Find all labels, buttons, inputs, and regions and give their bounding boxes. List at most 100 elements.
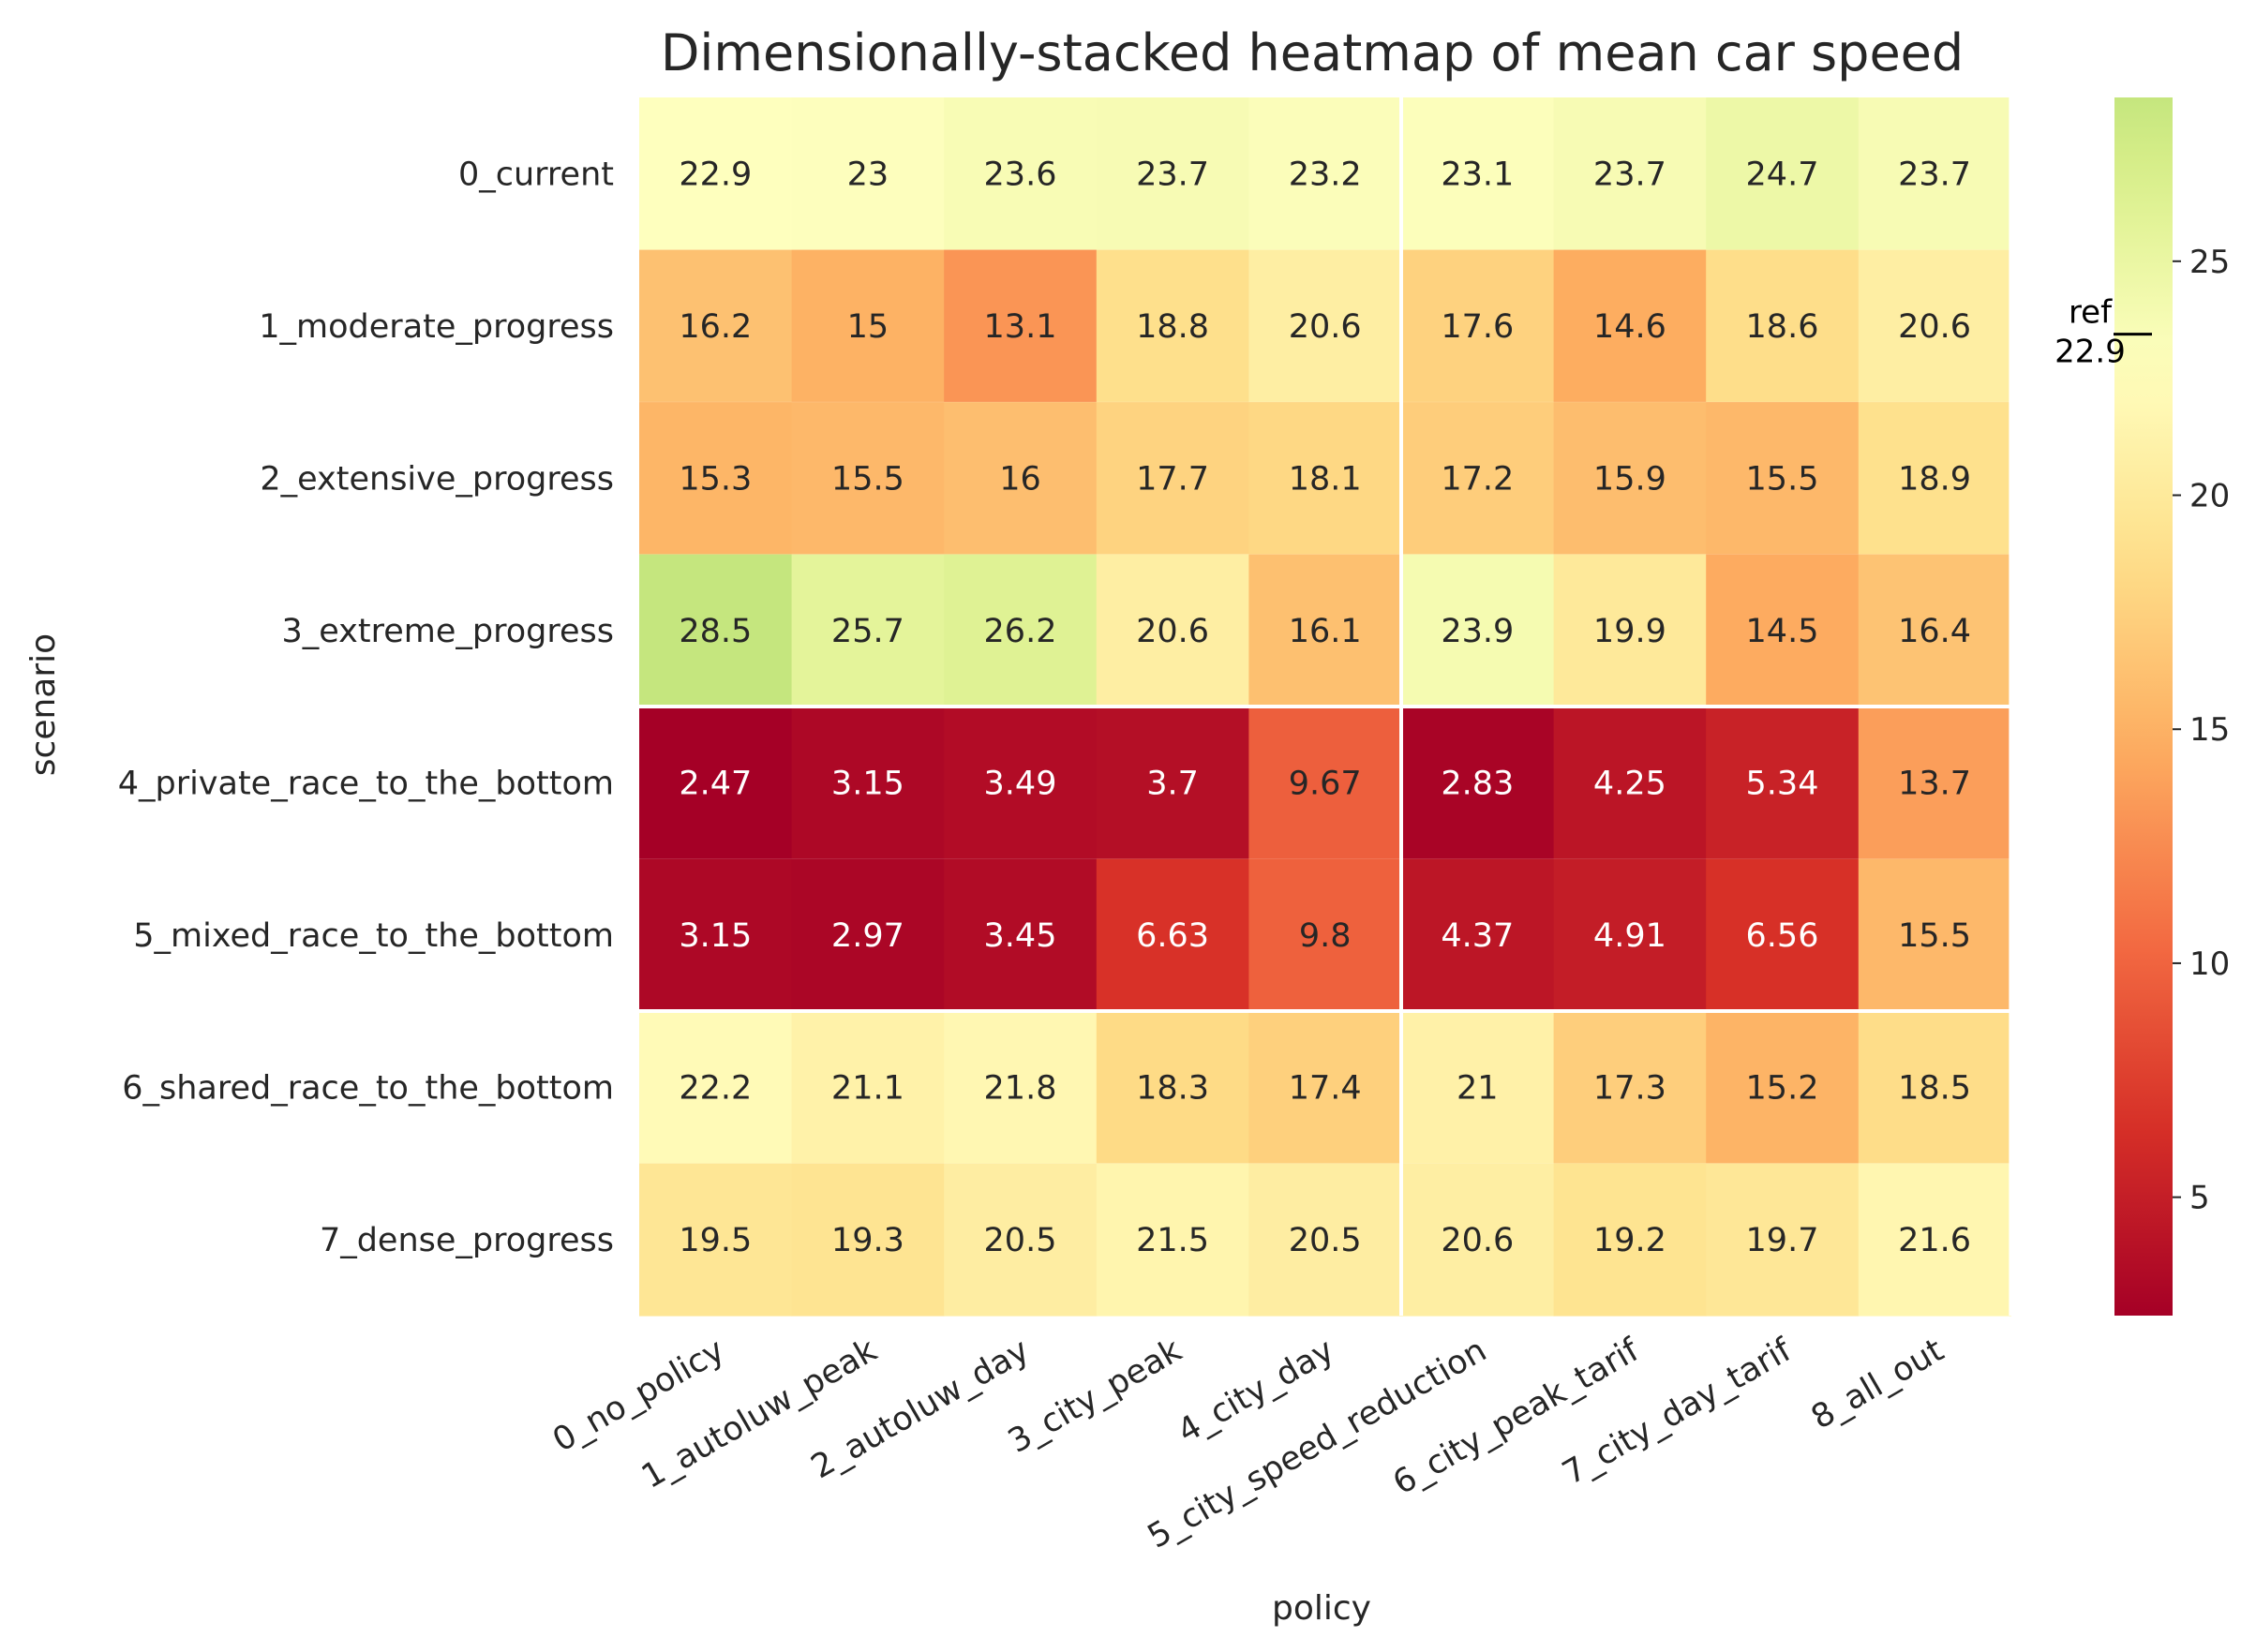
heatmap-cell bbox=[1096, 1011, 1249, 1165]
cell-value-label: 23.1 bbox=[1441, 156, 1514, 193]
cell-value-label: 17.4 bbox=[1289, 1069, 1362, 1107]
cell-value-label: 26.2 bbox=[984, 613, 1057, 650]
heatmap-cell bbox=[1706, 1163, 1860, 1317]
heatmap-cell bbox=[1553, 1163, 1707, 1317]
colorbar-tick-label: 25 bbox=[2189, 244, 2230, 281]
cell-value-label: 19.3 bbox=[831, 1222, 904, 1259]
cell-value-label: 23.6 bbox=[984, 156, 1057, 193]
cell-value-label: 15.3 bbox=[679, 460, 752, 498]
x-tick-label: 3_city_peak bbox=[1002, 1332, 1188, 1461]
heatmap-cell bbox=[944, 249, 1098, 403]
cell-value-label: 17.6 bbox=[1441, 308, 1514, 346]
heatmap-cell bbox=[1401, 858, 1555, 1012]
cell-value-label: 19.2 bbox=[1593, 1222, 1666, 1259]
cell-value-label: 21.5 bbox=[1136, 1222, 1209, 1259]
heatmap-cell bbox=[1858, 858, 2011, 1012]
y-tick-label: 2_extensive_progress bbox=[260, 460, 614, 498]
heatmap-cell bbox=[944, 1163, 1098, 1317]
cell-value-label: 18.6 bbox=[1746, 308, 1819, 346]
heatmap-cell bbox=[1706, 707, 1860, 860]
cell-value-label: 16 bbox=[999, 460, 1041, 498]
y-axis-label: scenario bbox=[24, 633, 63, 776]
cell-value-label: 15.2 bbox=[1746, 1069, 1819, 1107]
cell-value-label: 22.9 bbox=[679, 156, 752, 193]
heatmap-cell bbox=[639, 402, 793, 556]
cell-value-label: 9.8 bbox=[1299, 917, 1352, 955]
cell-value-label: 15.5 bbox=[1898, 917, 1971, 955]
heatmap-cell bbox=[1248, 858, 1402, 1012]
heatmap-cell bbox=[1248, 554, 1402, 707]
heatmap-cell bbox=[944, 858, 1098, 1012]
cell-value-label: 14.5 bbox=[1746, 613, 1819, 650]
heatmap-cell bbox=[1858, 97, 2011, 251]
heatmap-cell bbox=[1706, 858, 1860, 1012]
heatmap-cell bbox=[1248, 97, 1402, 251]
heatmap-cell bbox=[791, 249, 945, 403]
reference-label: ref bbox=[2069, 294, 2113, 332]
cell-value-label: 15.9 bbox=[1593, 460, 1666, 498]
cell-value-label: 23.9 bbox=[1441, 613, 1514, 650]
x-tick-labels: 0_no_policy1_autoluw_peak2_autoluw_day3_… bbox=[546, 1332, 1950, 1556]
heatmap-cell bbox=[1096, 249, 1249, 403]
cell-value-label: 18.1 bbox=[1289, 460, 1362, 498]
heatmap-cell bbox=[1553, 554, 1707, 707]
cell-value-label: 2.47 bbox=[679, 765, 752, 802]
cell-value-label: 23.7 bbox=[1593, 156, 1666, 193]
heatmap-cell bbox=[791, 97, 945, 251]
heatmap-cell bbox=[944, 554, 1098, 707]
heatmap-cell bbox=[639, 249, 793, 403]
heatmap-cell bbox=[1096, 554, 1249, 707]
y-tick-label: 7_dense_progress bbox=[320, 1222, 614, 1259]
cell-value-label: 3.15 bbox=[831, 765, 904, 802]
cell-value-label: 4.25 bbox=[1593, 765, 1666, 802]
cell-value-label: 19.9 bbox=[1593, 613, 1666, 650]
cell-value-label: 21.6 bbox=[1898, 1222, 1971, 1259]
cell-value-label: 23 bbox=[847, 156, 889, 193]
heatmap-cell bbox=[1096, 858, 1249, 1012]
y-tick-label: 0_current bbox=[458, 156, 614, 193]
cell-value-label: 3.15 bbox=[679, 917, 752, 955]
cell-value-label: 5.34 bbox=[1746, 765, 1819, 802]
cell-value-label: 19.5 bbox=[679, 1222, 752, 1259]
reference-value-label: 22.9 bbox=[2054, 334, 2126, 371]
heatmap-cell bbox=[639, 1011, 793, 1165]
cell-value-label: 23.7 bbox=[1136, 156, 1209, 193]
cell-value-label: 13.1 bbox=[984, 308, 1057, 346]
cell-value-label: 9.67 bbox=[1289, 765, 1362, 802]
heatmap-cell bbox=[791, 1163, 945, 1317]
cell-value-label: 17.3 bbox=[1593, 1069, 1666, 1107]
chart-title: Dimensionally-stacked heatmap of mean ca… bbox=[661, 23, 1964, 82]
heatmap-cell bbox=[1401, 1163, 1555, 1317]
x-tick-label: 6_city_peak_tarif bbox=[1387, 1332, 1646, 1503]
heatmap-cell bbox=[1096, 402, 1249, 556]
cell-value-label: 25.7 bbox=[831, 613, 904, 650]
y-tick-label: 5_mixed_race_to_the_bottom bbox=[133, 917, 614, 955]
heatmap-cell bbox=[1706, 249, 1860, 403]
heatmap-cell-labels: 22.9 23 23.6 23.7 23.2 23.1 23.7 24.7 23.7 16.2 15… bbox=[679, 156, 1971, 1259]
colorbar-tick-label: 15 bbox=[2189, 711, 2230, 749]
cell-value-label: 18.3 bbox=[1136, 1069, 1209, 1107]
heatmap-cell bbox=[944, 97, 1098, 251]
heatmap-cell bbox=[1553, 707, 1707, 860]
cell-value-label: 4.37 bbox=[1441, 917, 1514, 955]
heatmap-cell bbox=[1858, 402, 2011, 556]
heatmap-cell bbox=[639, 97, 793, 251]
cell-value-label: 3.49 bbox=[984, 765, 1057, 802]
cell-value-label: 15.5 bbox=[1746, 460, 1819, 498]
cell-value-label: 17.2 bbox=[1441, 460, 1514, 498]
cell-value-label: 23.2 bbox=[1289, 156, 1362, 193]
cell-value-label: 20.6 bbox=[1136, 613, 1209, 650]
cell-value-label: 16.4 bbox=[1898, 613, 1971, 650]
heatmap-cell bbox=[1858, 1011, 2011, 1165]
cell-value-label: 13.7 bbox=[1898, 765, 1971, 802]
heatmap-cell bbox=[1401, 707, 1555, 860]
colorbar-tick-label: 5 bbox=[2189, 1180, 2210, 1217]
cell-value-label: 3.45 bbox=[984, 917, 1057, 955]
heatmap-cell bbox=[1096, 97, 1249, 251]
heatmap-cell bbox=[1096, 1163, 1249, 1317]
heatmap-cell bbox=[1248, 1011, 1402, 1165]
x-tick-label: 8_all_out bbox=[1805, 1332, 1950, 1436]
heatmap-cell bbox=[1553, 858, 1707, 1012]
cell-value-label: 15.5 bbox=[831, 460, 904, 498]
